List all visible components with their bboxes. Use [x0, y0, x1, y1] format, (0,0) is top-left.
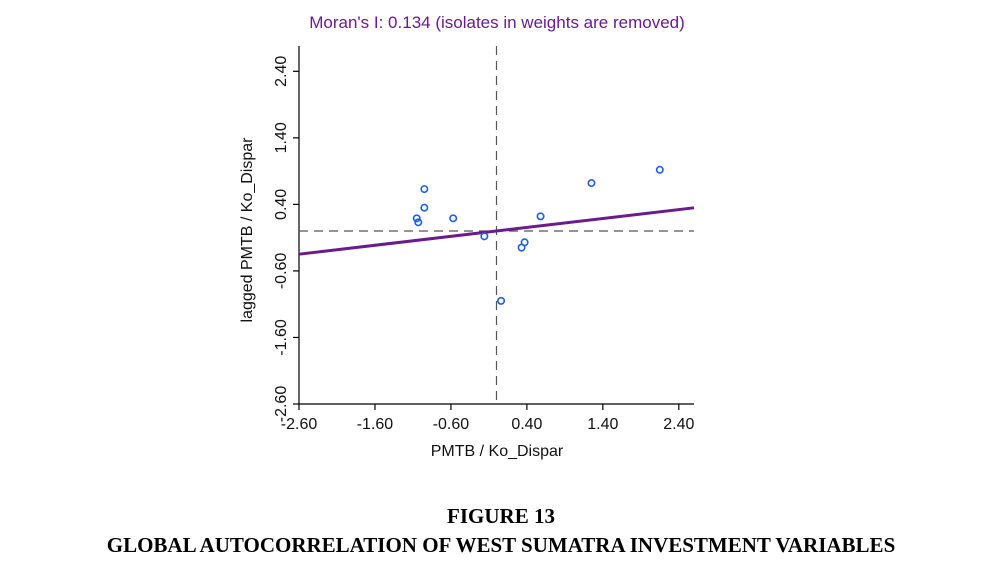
figure-number: FIGURE 13 — [447, 504, 555, 528]
regression-line — [298, 206, 695, 256]
moran-scatter-chart: Moran's I: 0.134 (isolates in weights ar… — [239, 13, 694, 460]
x-tick-label: 0.40 — [511, 416, 542, 433]
data-point — [449, 214, 458, 223]
y-axis-label: lagged PMTB / Ko_Dispar — [239, 137, 256, 323]
data-point — [414, 218, 423, 227]
data-point — [497, 296, 506, 305]
data-point — [412, 214, 421, 223]
x-tick-label: 2.40 — [663, 416, 694, 433]
y-tick-label: 2.40 — [273, 56, 290, 87]
x-tick-label: 1.40 — [587, 416, 618, 433]
y-tick-label: 0.40 — [273, 189, 290, 220]
data-point — [536, 212, 545, 221]
x-tick-label: -0.60 — [433, 416, 470, 433]
x-tick-label: -1.60 — [357, 416, 394, 433]
data-point — [587, 179, 596, 188]
data-point — [420, 185, 429, 194]
y-tick-label: 1.40 — [273, 122, 290, 153]
figure-caption: GLOBAL AUTOCORRELATION OF WEST SUMATRA I… — [106, 533, 896, 557]
y-tick-label: -1.60 — [273, 319, 290, 356]
x-tick-label: -2.60 — [281, 416, 318, 433]
y-tick-label: -2.60 — [273, 386, 290, 423]
chart-title: Moran's I: 0.134 (isolates in weights ar… — [309, 13, 685, 32]
data-point — [420, 203, 429, 212]
x-axis-label: PMTB / Ko_Dispar — [431, 443, 564, 460]
data-point — [520, 238, 529, 247]
data-point — [480, 232, 489, 241]
data-point — [655, 165, 664, 174]
plot-area: -2.60 -1.60 -0.60 0.40 1.40 2.40 -2.60 -1.60 -0.… — [273, 46, 694, 433]
y-tick-label: -0.60 — [273, 253, 290, 290]
